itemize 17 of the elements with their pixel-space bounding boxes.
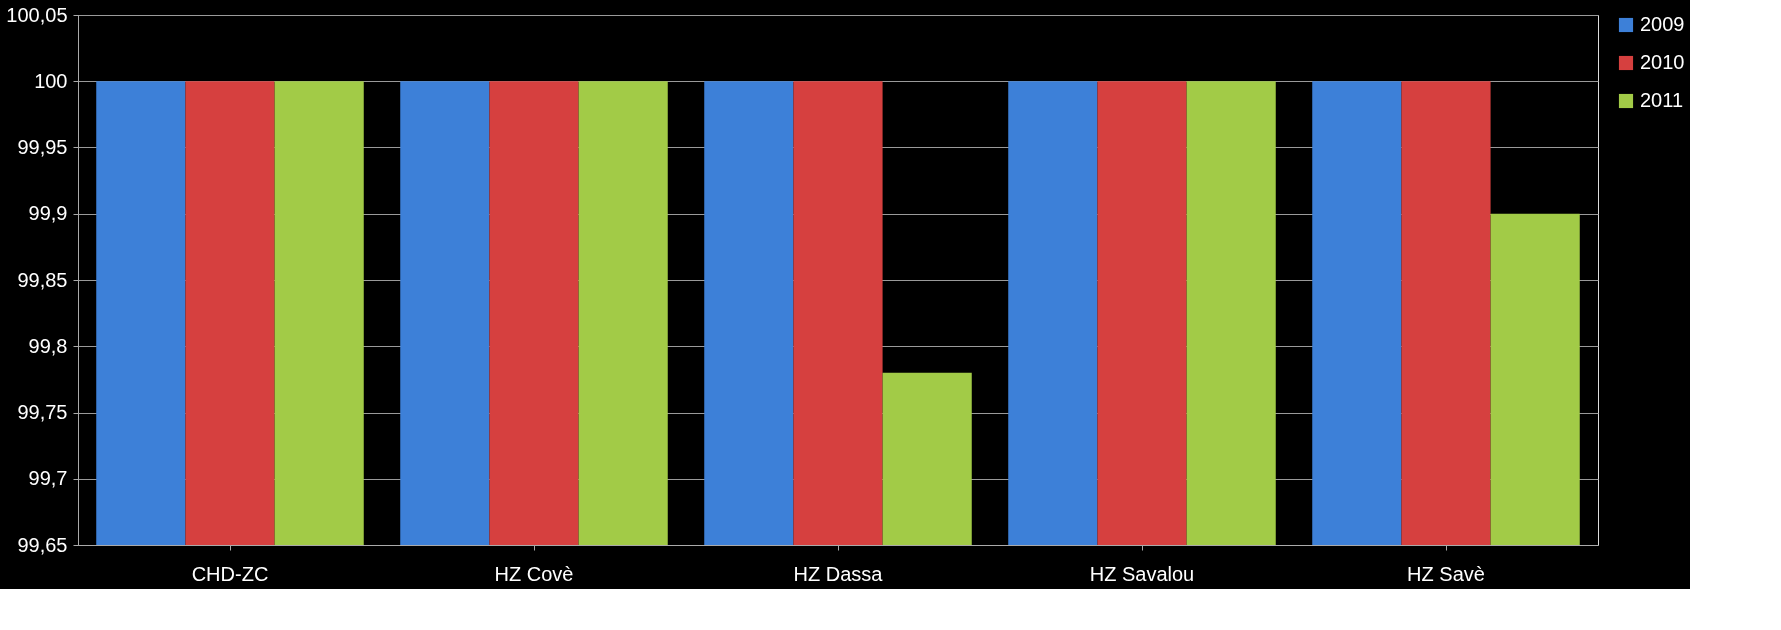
y-tick-label: 99,65 — [17, 533, 68, 556]
y-tick-label: 100 — [34, 69, 68, 92]
y-tick-label: 99,7 — [28, 467, 68, 490]
y-tick-label: 99,85 — [17, 268, 68, 291]
x-tick-label: HZ Savè — [1407, 562, 1485, 585]
y-tick-label: 99,95 — [17, 136, 68, 158]
y-tick-label: 99,8 — [28, 334, 68, 357]
legend-label: 2009 — [1640, 13, 1685, 35]
x-tick-label: CHD-ZC — [191, 562, 269, 585]
y-tick-label: 99,9 — [28, 202, 68, 225]
legend-label: 2011 — [1640, 89, 1684, 111]
x-tick-label: HZ Dassa — [793, 562, 884, 585]
legend-label: 2010 — [1640, 51, 1685, 73]
y-tick-label: 100,05 — [6, 3, 68, 26]
x-tick-label: HZ Savalou — [1089, 562, 1195, 585]
y-tick-label: 99,75 — [17, 401, 68, 423]
x-tick-label: HZ Covè — [494, 562, 574, 585]
